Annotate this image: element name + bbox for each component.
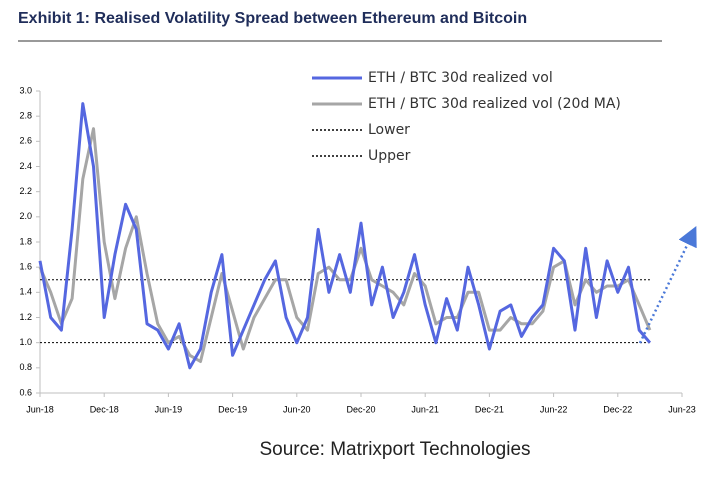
y-tick-label: 2.6: [19, 136, 32, 146]
x-tick-label: Jun-22: [540, 404, 568, 414]
y-tick-label: 2.4: [19, 161, 32, 171]
legend-label: ETH / BTC 30d realized vol: [368, 70, 553, 86]
y-tick-label: 3.0: [19, 85, 32, 95]
series-line: [38, 127, 652, 363]
x-tick-label: Dec-22: [603, 404, 632, 414]
x-tick-label: Jun-23: [668, 404, 696, 414]
x-tick-label: Dec-18: [90, 404, 119, 414]
y-tick-label: 1.6: [19, 262, 32, 272]
x-tick-label: Jun-21: [411, 404, 439, 414]
chart-title: Exhibit 1: Realised Volatility Spread be…: [18, 10, 527, 27]
x-tick-label: Dec-21: [475, 404, 504, 414]
x-tick-label: Dec-20: [346, 404, 375, 414]
y-tick-label: 1.2: [19, 312, 32, 322]
legend-label: Upper: [368, 148, 411, 164]
x-tick-label: Jun-19: [155, 404, 183, 414]
legend-label: Lower: [368, 122, 410, 138]
y-tick-label: 2.8: [19, 111, 32, 121]
y-tick-label: 1.8: [19, 236, 32, 246]
y-tick-label: 1.0: [19, 337, 32, 347]
plot-area: 0.6 0.8 1.0 1.2 1.4 1.6 1.8 2.0 2.2 2.4 2.6 2.8 3.0 J…: [19, 70, 695, 414]
source: Source: Matrixport Technologies: [259, 439, 530, 460]
y-tick-label: 0.8: [19, 362, 32, 372]
y-tick-label: 2.2: [19, 186, 32, 196]
legend-label: ETH / BTC 30d realized vol (20d MA): [368, 96, 621, 112]
x-tick-label: Jun-18: [26, 404, 54, 414]
y-tick-label: 1.4: [19, 287, 32, 297]
x-tick-label: Jun-20: [283, 404, 311, 414]
y-tick-label: 0.6: [19, 387, 32, 397]
y-tick-label: 2.0: [19, 211, 32, 221]
series-line: [38, 102, 652, 370]
x-tick-label: Dec-19: [218, 404, 247, 414]
